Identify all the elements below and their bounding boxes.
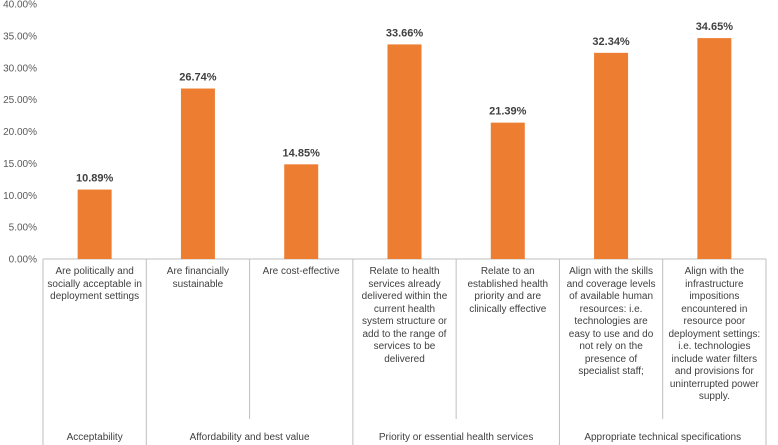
category-label: Relate to health services already delive… [361, 266, 448, 365]
y-tick-label: 5.00% [9, 223, 37, 234]
bar [594, 52, 629, 259]
data-label: 21.39% [489, 106, 527, 118]
bar [284, 164, 319, 259]
group-label: Priority or essential health services [378, 432, 534, 443]
bar [697, 38, 732, 260]
group-label: Appropriate technical specifications [584, 432, 742, 443]
bar [490, 122, 525, 259]
group-label: Affordability and best value [189, 432, 310, 443]
category-label: Are politically and socially acceptable … [47, 266, 142, 302]
category-label: Are cost-effective [262, 266, 340, 277]
data-label: 33.66% [386, 27, 424, 39]
category-label: Relate to an established health priority… [467, 266, 549, 315]
data-label: 26.74% [179, 72, 217, 84]
y-tick-label: 10.00% [3, 191, 37, 202]
bar [180, 88, 215, 259]
y-tick-label: 20.00% [3, 127, 37, 138]
bar [77, 189, 112, 259]
y-tick-label: 0.00% [9, 255, 37, 266]
y-tick-label: 25.00% [3, 95, 37, 106]
group-label: Acceptability [66, 432, 123, 443]
data-label: 34.65% [696, 21, 734, 33]
category-label: Align with the infrastructure imposition… [668, 266, 761, 402]
y-tick-label: 40.00% [3, 0, 37, 11]
category-label: Are financially sustainable [166, 266, 230, 290]
data-label: 10.89% [76, 173, 114, 185]
category-label: Align with the skills and coverage level… [566, 266, 656, 377]
y-tick-label: 35.00% [3, 31, 37, 42]
y-tick-label: 30.00% [3, 63, 37, 74]
data-label: 32.34% [592, 36, 630, 48]
bar [387, 44, 422, 260]
data-label: 14.85% [283, 147, 321, 159]
y-tick-label: 15.00% [3, 159, 37, 170]
